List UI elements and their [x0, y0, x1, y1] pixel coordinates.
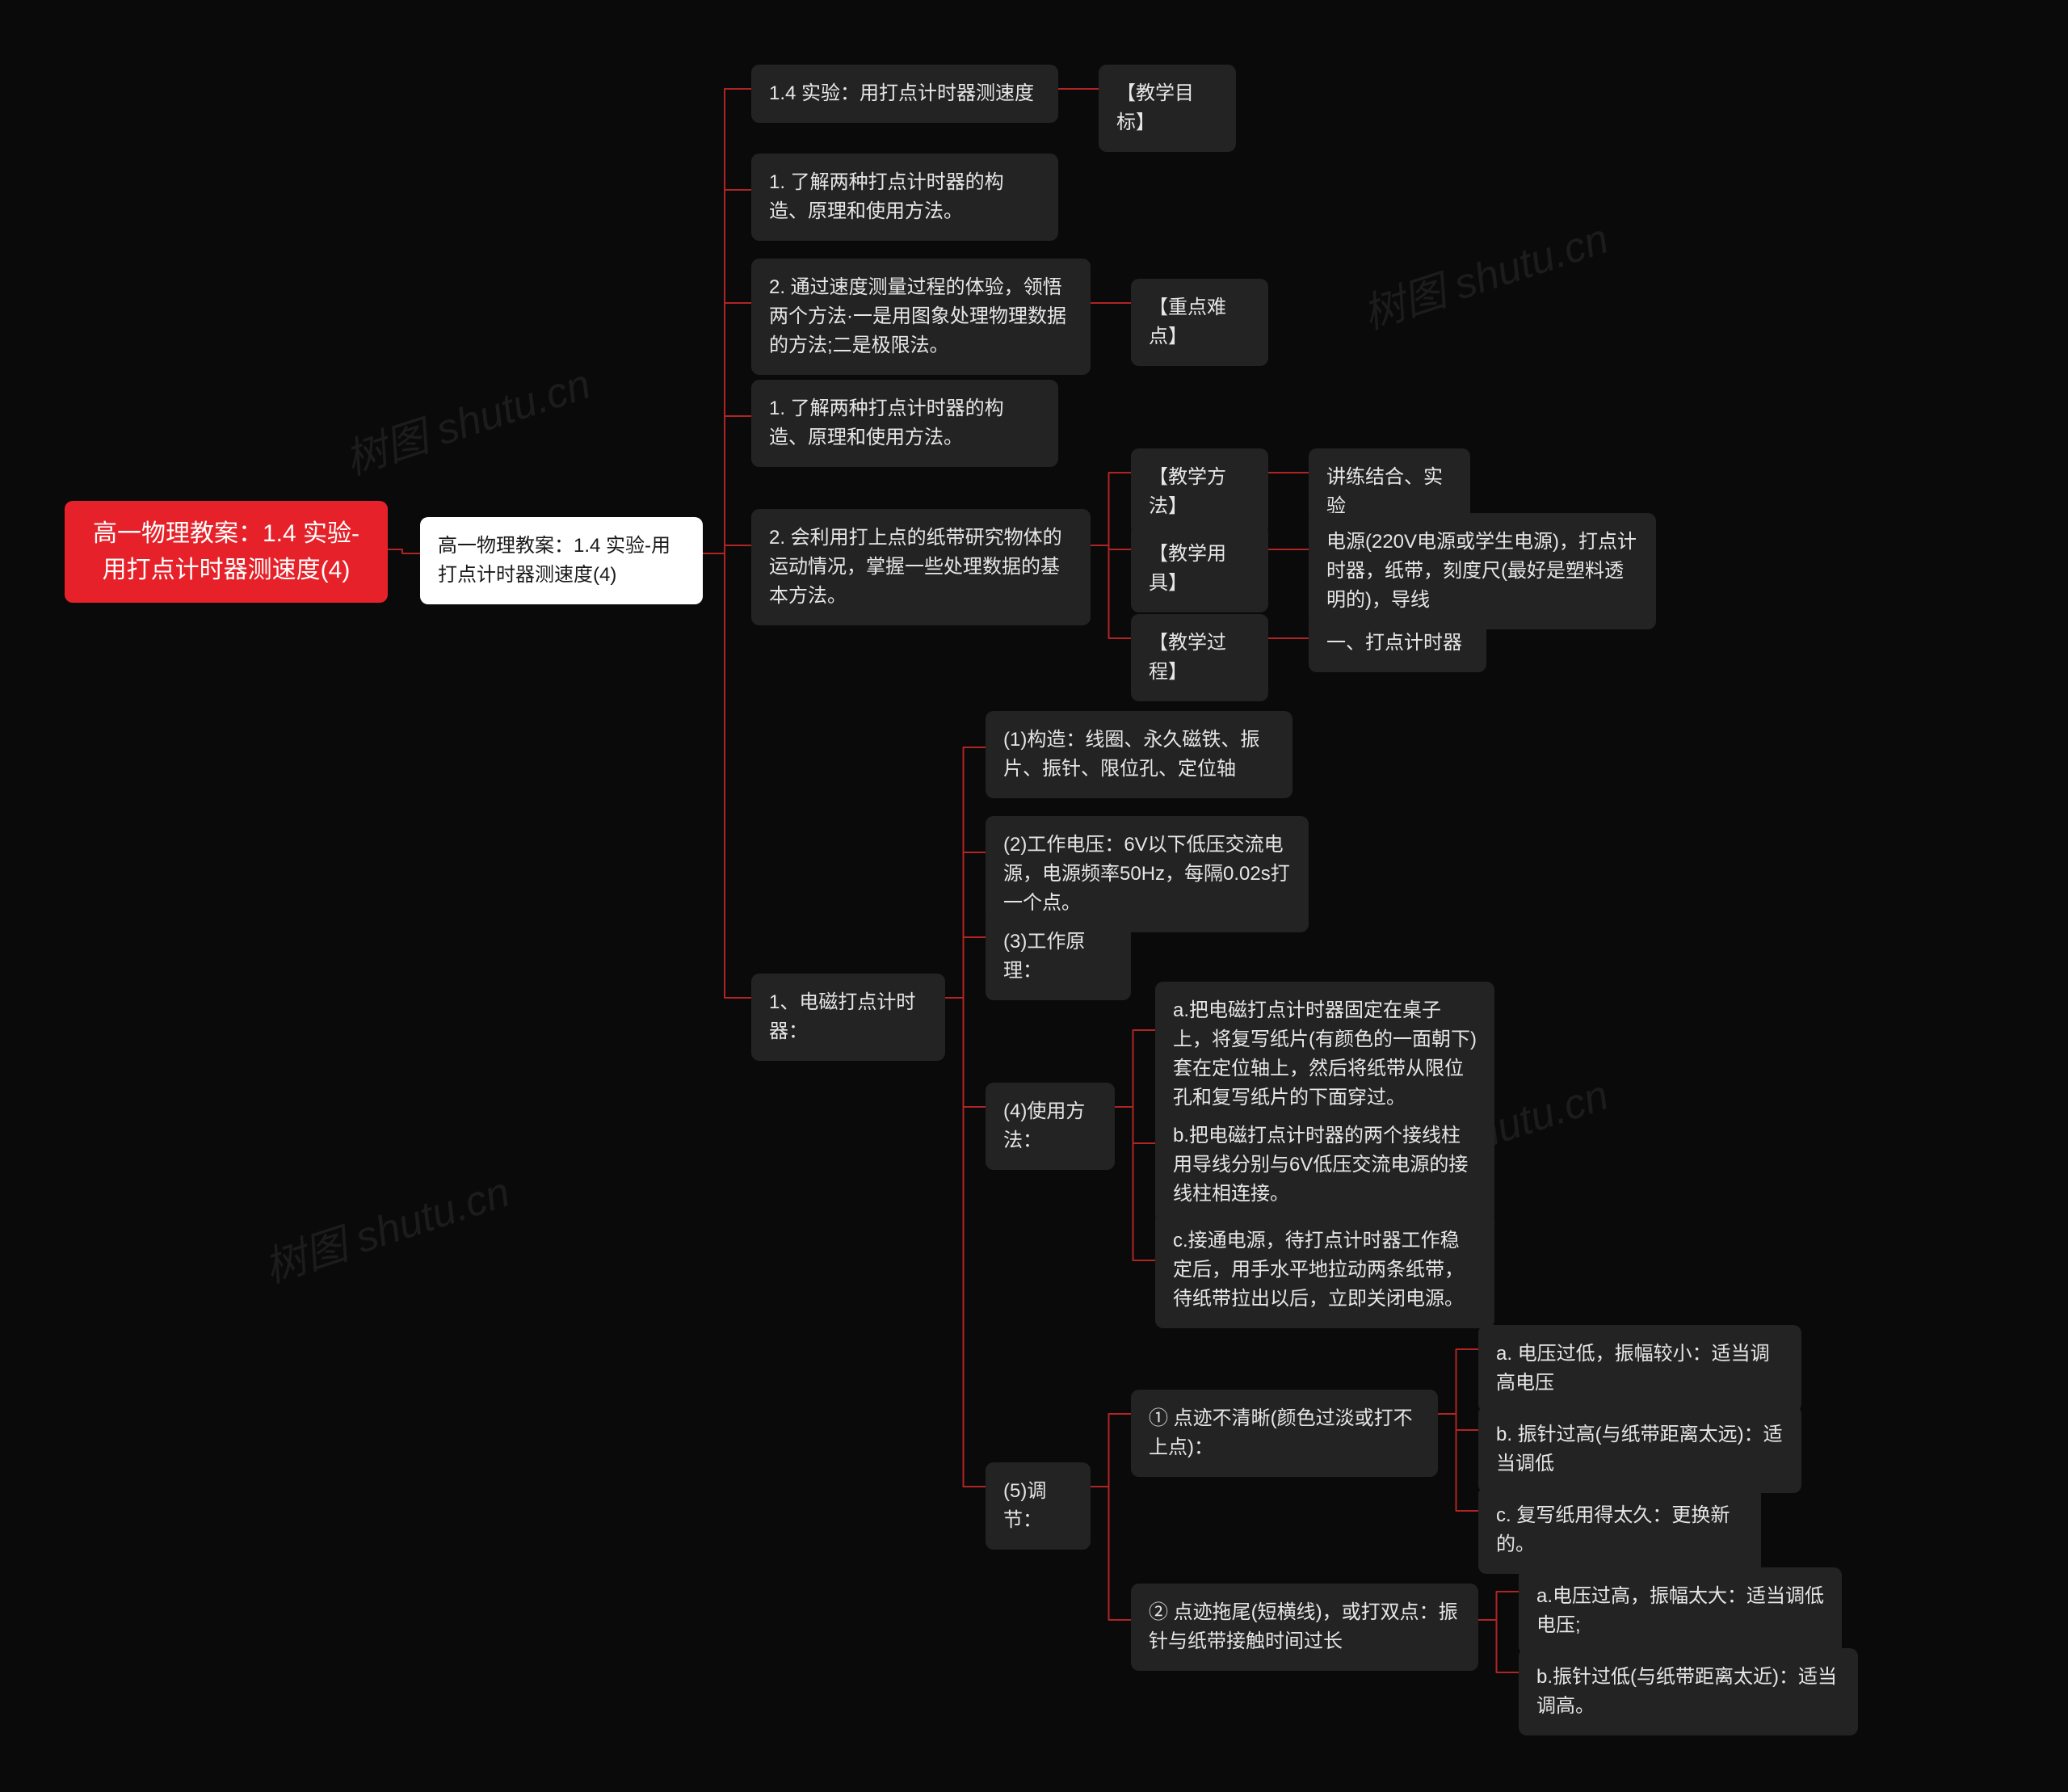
topic-node[interactable]: 【教学用具】 [1131, 525, 1268, 612]
topic-node[interactable]: c.接通电源，待打点计时器工作稳定后，用手水平地拉动两条纸带，待纸带拉出以后，立… [1155, 1212, 1494, 1328]
topic-node[interactable]: b.振针过低(与纸带距离太近)：适当调高。 [1519, 1648, 1858, 1735]
topic-node[interactable]: ① 点迹不清晰(颜色过淡或打不上点)： [1131, 1390, 1438, 1477]
topic-node[interactable]: (5)调节： [986, 1462, 1091, 1550]
topic-node[interactable]: ② 点迹拖尾(短横线)，或打双点：振针与纸带接触时间过长 [1131, 1584, 1478, 1671]
watermark: 树图 shutu.cn [255, 1158, 516, 1294]
topic-node[interactable]: 一、打点计时器 [1309, 614, 1486, 672]
topic-node[interactable]: 1. 了解两种打点计时器的构造、原理和使用方法。 [751, 380, 1058, 467]
watermark: 树图 shutu.cn [1354, 204, 1615, 341]
topic-node[interactable]: c. 复写纸用得太久：更换新的。 [1478, 1487, 1761, 1574]
watermark: 树图 shutu.cn [336, 350, 597, 486]
topic-node[interactable]: 【教学过程】 [1131, 614, 1268, 701]
topic-node[interactable]: 【重点难点】 [1131, 279, 1268, 366]
topic-node[interactable]: (1)构造：线圈、永久磁铁、振片、振针、限位孔、定位轴 [986, 711, 1292, 798]
topic-node[interactable]: a. 电压过低，振幅较小：适当调高电压 [1478, 1325, 1801, 1412]
topic-node[interactable]: (4)使用方法： [986, 1083, 1115, 1170]
topic-node[interactable]: 1、电磁打点计时器： [751, 974, 945, 1061]
topic-node[interactable]: a.把电磁打点计时器固定在桌子上，将复写纸片(有颜色的一面朝下)套在定位轴上，然… [1155, 982, 1494, 1127]
main-node[interactable]: 高一物理教案：1.4 实验-用打点计时器测速度(4) [420, 517, 703, 604]
root-node[interactable]: 高一物理教案：1.4 实验-用打点计时器测速度(4) [65, 501, 388, 603]
topic-node[interactable]: 【教学方法】 [1131, 448, 1268, 536]
topic-node[interactable]: 1. 了解两种打点计时器的构造、原理和使用方法。 [751, 154, 1058, 241]
topic-node[interactable]: 2. 会利用打上点的纸带研究物体的运动情况，掌握一些处理数据的基本方法。 [751, 509, 1091, 625]
topic-node[interactable]: b.把电磁打点计时器的两个接线柱用导线分别与6V低压交流电源的接线柱相连接。 [1155, 1107, 1494, 1223]
topic-node[interactable]: 2. 通过速度测量过程的体验，领悟两个方法·一是用图象处理物理数据的方法;二是极… [751, 259, 1091, 375]
topic-node[interactable]: a.电压过高，振幅太大：适当调低电压; [1519, 1567, 1842, 1655]
topic-node[interactable]: b. 振针过高(与纸带距离太远)：适当调低 [1478, 1406, 1801, 1493]
topic-node[interactable]: 电源(220V电源或学生电源)，打点计时器，纸带，刻度尺(最好是塑料透明的)，导… [1309, 513, 1656, 629]
topic-node[interactable]: 1.4 实验：用打点计时器测速度 [751, 65, 1058, 123]
mindmap-canvas: 树图 shutu.cn 树图 shutu.cn 树图 shutu.cn 树图 s… [0, 0, 2068, 1792]
topic-node[interactable]: 【教学目标】 [1099, 65, 1236, 152]
topic-node[interactable]: (3)工作原理： [986, 913, 1131, 1000]
